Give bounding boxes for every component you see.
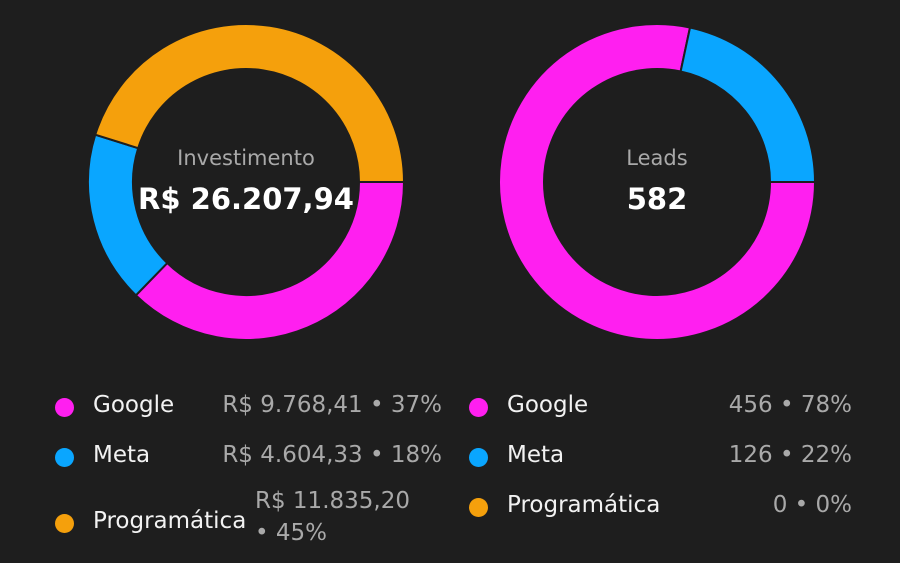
legend-value: 126 • 22%	[728, 442, 852, 468]
legend-label: Meta	[507, 442, 565, 468]
donut-slice-google	[498, 23, 817, 341]
donut-slice-meta	[679, 26, 817, 183]
programatica-dot-icon	[469, 498, 488, 517]
legend-label: Google	[93, 392, 175, 418]
leads-legend: Google 456 • 78% Meta 126 • 22% Programá…	[466, 388, 852, 538]
investment-center-label: Investimento	[177, 146, 315, 170]
legend-item-google: Google 456 • 78%	[466, 388, 852, 438]
legend-value: 0 • 0%	[772, 492, 852, 518]
investment-legend: Google R$ 9.768,41 • 37% Meta R$ 4.604,3…	[52, 388, 442, 546]
programatica-dot-icon	[55, 514, 74, 533]
google-dot-icon	[469, 398, 488, 417]
investment-donut-chart: Investimento R$ 26.207,94	[86, 22, 406, 342]
legend-item-programatica: Programática R$ 11.835,20 • 45%	[52, 488, 442, 546]
leads-center-value: 582	[626, 182, 688, 216]
legend-value: R$ 11.835,20 • 45%	[255, 488, 410, 546]
legend-item-meta: Meta R$ 4.604,33 • 18%	[52, 438, 442, 488]
investment-center-value: R$ 26.207,94	[138, 182, 354, 216]
legend-item-google: Google R$ 9.768,41 • 37%	[52, 388, 442, 438]
donut-slice-google	[134, 181, 406, 341]
meta-dot-icon	[469, 448, 488, 467]
legend-value: 456 • 78%	[728, 392, 852, 418]
google-dot-icon	[55, 398, 74, 417]
legend-value: R$ 4.604,33 • 18%	[222, 442, 442, 468]
legend-item-programatica: Programática 0 • 0%	[466, 488, 852, 538]
legend-label: Programática	[93, 508, 247, 534]
leads-donut-chart: Leads 582	[497, 22, 817, 342]
meta-dot-icon	[55, 448, 74, 467]
legend-item-meta: Meta 126 • 22%	[466, 438, 852, 488]
legend-label: Google	[507, 392, 589, 418]
donut-slice-programatica	[93, 23, 406, 183]
leads-donut-svg	[498, 23, 817, 341]
legend-label: Programática	[507, 492, 661, 518]
legend-label: Meta	[93, 442, 151, 468]
investment-donut-svg	[87, 23, 406, 341]
leads-center-label: Leads	[626, 146, 688, 170]
legend-value: R$ 9.768,41 • 37%	[222, 392, 442, 418]
